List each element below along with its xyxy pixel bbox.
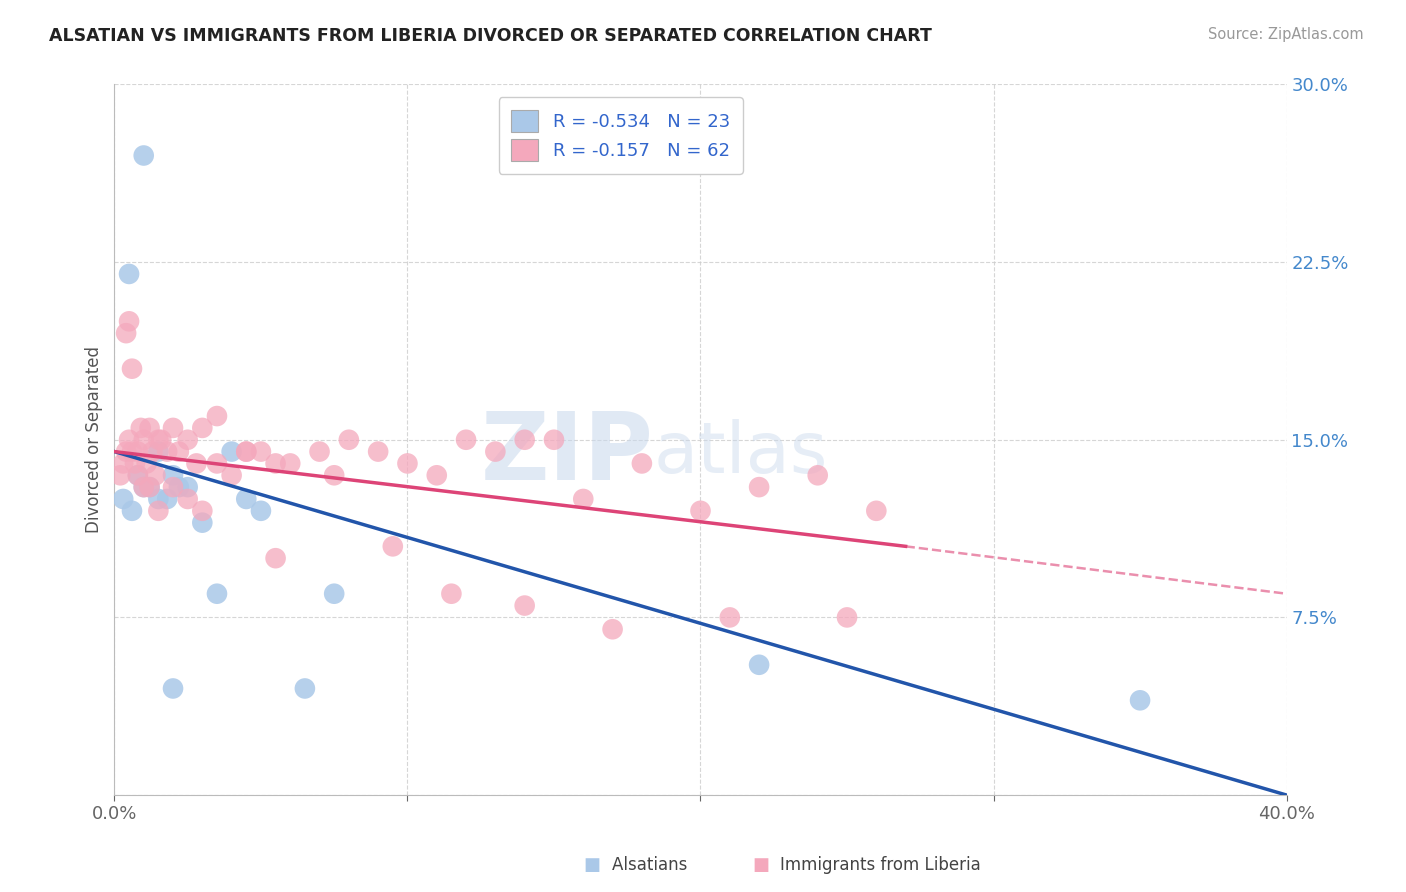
Point (235, 444, 257, 458)
Text: Source: ZipAtlas.com: Source: ZipAtlas.com (1208, 27, 1364, 42)
Text: Alsatians: Alsatians (591, 855, 688, 873)
Point (129, 421, 152, 435)
Text: ALSATIAN VS IMMIGRANTS FROM LIBERIA DIVORCED OR SEPARATED CORRELATION CHART: ALSATIAN VS IMMIGRANTS FROM LIBERIA DIVO… (49, 27, 932, 45)
Point (264, 457, 287, 471)
Point (337, 433, 360, 447)
Point (124, 457, 146, 471)
Point (167, 444, 190, 458)
Point (121, 504, 143, 518)
Point (118, 314, 141, 328)
Point (221, 468, 243, 483)
Point (127, 468, 149, 483)
Point (132, 148, 155, 162)
Point (162, 480, 184, 494)
Point (205, 457, 228, 471)
Point (162, 421, 184, 435)
Point (865, 504, 887, 518)
Point (148, 491, 170, 506)
Point (127, 444, 149, 458)
Legend: R = -0.534   N = 23, R = -0.157   N = 62: R = -0.534 N = 23, R = -0.157 N = 62 (499, 97, 742, 174)
Point (138, 480, 160, 494)
Point (148, 504, 170, 518)
Point (454, 433, 477, 447)
Point (689, 504, 711, 518)
Point (572, 491, 595, 506)
Point (323, 587, 346, 601)
Point (132, 433, 155, 447)
Point (115, 326, 138, 340)
Point (138, 421, 160, 435)
Point (543, 433, 565, 447)
Point (162, 468, 184, 483)
Text: ■: ■ (583, 855, 600, 873)
Point (162, 681, 184, 696)
Point (110, 468, 132, 483)
Point (513, 433, 536, 447)
Text: Immigrants from Liberia: Immigrants from Liberia (759, 855, 981, 873)
Point (718, 610, 741, 624)
Point (132, 480, 155, 494)
Point (440, 587, 463, 601)
Point (191, 516, 214, 530)
Point (148, 444, 170, 458)
Point (150, 433, 173, 447)
Point (115, 444, 138, 458)
Point (323, 468, 346, 483)
Point (294, 681, 316, 696)
Text: atlas: atlas (654, 419, 828, 489)
Point (205, 587, 228, 601)
Point (367, 444, 389, 458)
Point (235, 444, 257, 458)
Point (250, 504, 273, 518)
Point (631, 457, 654, 471)
Text: ZIP: ZIP (481, 408, 654, 500)
Point (148, 433, 170, 447)
Point (221, 444, 243, 458)
Point (381, 539, 404, 553)
Point (145, 468, 167, 483)
Point (135, 457, 157, 471)
Text: ■: ■ (752, 855, 769, 873)
Point (176, 433, 198, 447)
Point (156, 491, 179, 506)
Point (748, 480, 770, 494)
Point (602, 622, 624, 636)
Point (308, 444, 330, 458)
Point (112, 491, 135, 506)
Point (426, 468, 449, 483)
Point (176, 491, 198, 506)
Point (176, 480, 198, 494)
Point (235, 491, 257, 506)
Point (513, 599, 536, 613)
Point (807, 468, 830, 483)
Point (186, 457, 208, 471)
Point (118, 433, 141, 447)
Point (118, 267, 141, 281)
Point (278, 457, 301, 471)
Point (167, 480, 190, 494)
Point (835, 610, 858, 624)
Point (1129, 693, 1152, 707)
Point (138, 480, 160, 494)
Point (112, 457, 135, 471)
Point (121, 361, 143, 376)
Point (156, 444, 179, 458)
Point (127, 468, 149, 483)
Point (748, 657, 770, 672)
Point (141, 444, 163, 458)
Point (191, 421, 214, 435)
Point (484, 444, 506, 458)
Point (191, 504, 214, 518)
Point (205, 409, 228, 423)
Point (396, 457, 419, 471)
Point (264, 551, 287, 566)
Point (121, 444, 143, 458)
Point (250, 444, 273, 458)
Point (132, 480, 155, 494)
Y-axis label: Divorced or Separated: Divorced or Separated (86, 346, 103, 533)
